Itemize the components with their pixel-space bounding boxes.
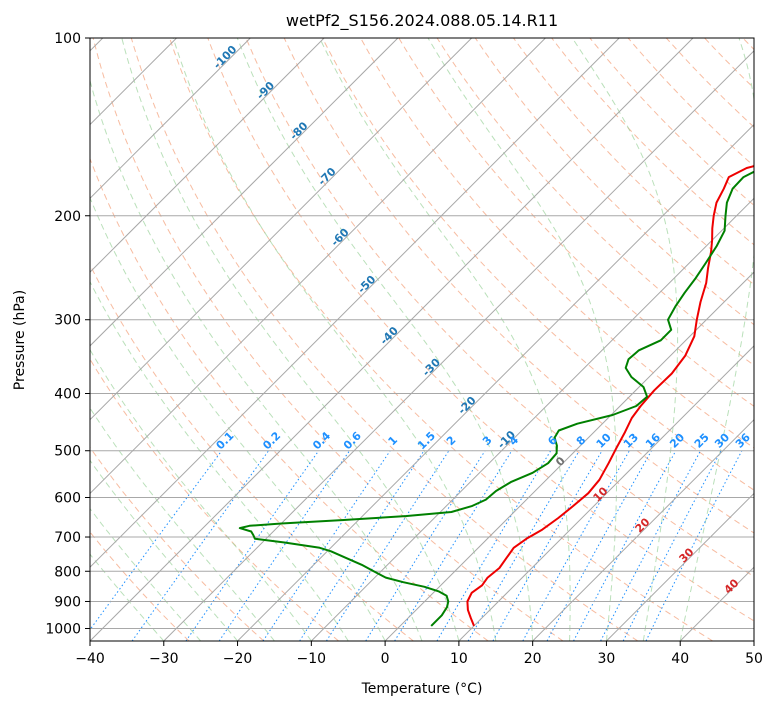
isotherm-line	[90, 38, 251, 200]
moist-adiabat	[90, 280, 349, 641]
moist-adiabat	[319, 38, 571, 641]
x-tick-label: −40	[75, 651, 105, 667]
y-tick-label: 300	[54, 313, 81, 329]
mixing-ratio-line	[492, 450, 603, 641]
moist-adiabat	[679, 38, 754, 641]
dry-adiabat	[130, 38, 639, 641]
isotherm-line	[90, 38, 546, 495]
x-tick-label: 50	[745, 651, 763, 667]
mixing-ratio-line	[436, 450, 552, 641]
moist-adiabat	[90, 196, 386, 641]
y-tick-label: 700	[54, 530, 81, 546]
y-tick-label: 800	[54, 564, 81, 580]
isotherm-line	[606, 492, 754, 641]
dry-adiabat	[398, 38, 754, 407]
dry-adiabat	[90, 263, 414, 641]
moist-adiabat	[90, 78, 423, 641]
x-tick-label: 30	[598, 651, 616, 667]
moist-adiabat	[90, 553, 165, 641]
moist-adiabat	[236, 38, 534, 641]
dry-adiabat	[207, 38, 754, 622]
dry-adiabat	[436, 38, 754, 366]
mixing-ratio-line	[365, 450, 486, 641]
dry-adiabat	[321, 38, 754, 491]
moist-adiabat	[90, 459, 238, 641]
y-axis-label: Pressure (hPa)	[12, 290, 28, 390]
mixing-ratio-line	[131, 450, 270, 641]
x-tick-label: 0	[381, 651, 390, 667]
isotherm-line	[310, 197, 754, 641]
moist-adiabat	[90, 507, 202, 641]
mixing-ratio-line	[522, 450, 630, 641]
isotherm-line	[90, 38, 620, 568]
y-tick-label: 600	[54, 490, 81, 506]
data-layer	[238, 165, 754, 627]
plot-frame	[89, 37, 755, 642]
mixing-ratio-line	[394, 450, 513, 641]
mixing-ratio-line	[546, 450, 652, 641]
y-tick-label: 200	[54, 209, 81, 225]
x-tick-label: −20	[223, 651, 253, 667]
y-tick-label: 100	[54, 31, 81, 47]
mixing-ratio-line	[467, 450, 580, 641]
mixing-ratio-line	[185, 450, 320, 641]
x-tick-label: −10	[297, 651, 327, 667]
moist-adiabat	[172, 38, 497, 641]
mixing-ratio-line	[299, 450, 425, 641]
isotherm-line	[90, 38, 473, 421]
x-tick-label: −30	[149, 651, 179, 667]
isotherm-line	[384, 271, 754, 641]
x-tick-label: 40	[671, 651, 689, 667]
profile-line	[466, 165, 754, 627]
isotherm-line	[90, 38, 399, 347]
dry-adiabat	[90, 446, 265, 641]
isotherm-line	[458, 345, 754, 641]
x-axis-label: Temperature (°C)	[361, 681, 483, 697]
axes: −40 −30 −20 −10 0 10 20 30 40 50 100 200 300 400 500 60…	[45, 31, 763, 667]
mixing-ratio-line	[325, 450, 450, 641]
grid-layer	[90, 38, 754, 641]
y-tick-label: 900	[54, 594, 81, 610]
mixing-ratio-line	[645, 450, 743, 641]
dry-adiabat	[245, 38, 754, 578]
moist-adiabat	[121, 38, 460, 641]
moist-adiabat	[571, 38, 679, 641]
isotherm-line	[90, 38, 325, 273]
dry-adiabat	[551, 38, 754, 246]
y-tick-label: 500	[54, 444, 81, 460]
dry-adiabat	[513, 38, 754, 286]
y-tick-label: 400	[54, 387, 81, 403]
y-tick-label: 1000	[45, 621, 81, 637]
dry-adiabat	[627, 38, 754, 167]
mixing-ratio-line	[218, 450, 351, 641]
isotherm-line	[532, 418, 754, 641]
dry-adiabat	[92, 38, 564, 641]
mixing-ratio-line	[90, 450, 223, 631]
isotherm-line	[237, 123, 754, 641]
isotherm-line	[90, 38, 694, 641]
profile-line	[238, 170, 754, 627]
x-tick-label: 10	[450, 651, 468, 667]
x-tick-label: 20	[524, 651, 542, 667]
chart-title: wetPf2_S156.2024.088.05.14.R11	[286, 11, 558, 31]
moist-adiabat	[427, 38, 617, 641]
moist-adiabat	[90, 407, 275, 641]
